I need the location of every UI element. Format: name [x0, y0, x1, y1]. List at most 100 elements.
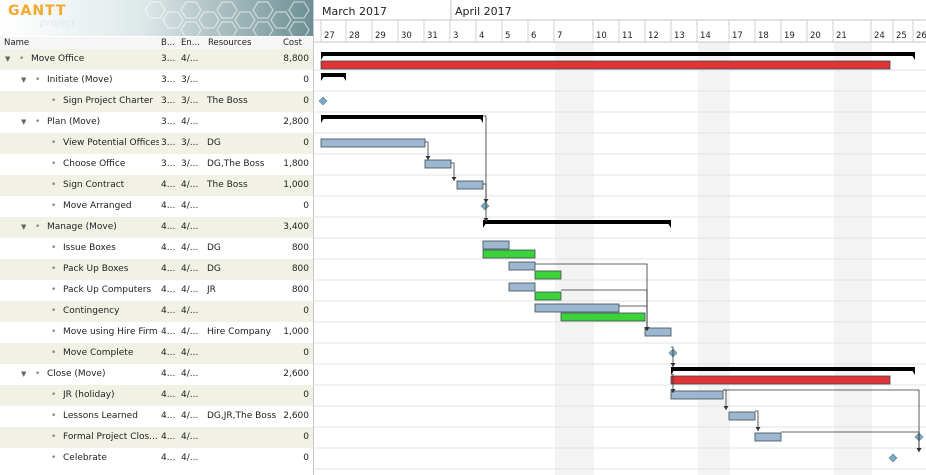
- summary-bar[interactable]: [671, 367, 915, 371]
- task-name[interactable]: View Potential Offices: [63, 138, 159, 148]
- summary-bar[interactable]: [321, 115, 483, 119]
- collapse-toggle-icon[interactable]: ▼: [21, 370, 27, 378]
- day-label: 3: [453, 31, 458, 41]
- task-bullet-icon: •: [51, 306, 57, 316]
- task-name[interactable]: JR (holiday): [63, 390, 115, 400]
- collapse-toggle-icon[interactable]: ▼: [21, 223, 27, 231]
- task-cost: 0: [303, 138, 309, 148]
- task-name[interactable]: Pack Up Computers: [63, 285, 152, 295]
- task-name[interactable]: Move Arranged: [63, 201, 132, 211]
- task-bullet-icon: •: [51, 285, 57, 295]
- task-row[interactable]: • Formal Project Clos... 4... 4/... 0: [0, 427, 313, 448]
- task-name[interactable]: Choose Office: [63, 159, 126, 169]
- critical-bar[interactable]: [320, 60, 891, 70]
- critical-bar[interactable]: [670, 375, 891, 385]
- task-row[interactable]: • Move Arranged 4... 4/... 0: [0, 196, 313, 217]
- day-label: 20: [810, 31, 821, 41]
- day-label: 18: [758, 31, 769, 41]
- task-name[interactable]: Manage (Move): [47, 222, 117, 232]
- task-end: 3/...: [181, 96, 199, 106]
- task-row[interactable]: ▼ • Move Office 3... 4/... 8,800: [0, 49, 313, 70]
- slack-bar[interactable]: [560, 312, 646, 322]
- task-end: 4/...: [181, 432, 199, 442]
- task-row[interactable]: • Pack Up Computers 4... 4/... JR 800: [0, 280, 313, 301]
- task-bar[interactable]: [644, 327, 672, 337]
- task-name[interactable]: Move Complete: [63, 348, 134, 358]
- task-name[interactable]: Move Office: [31, 54, 85, 64]
- milestone-marker[interactable]: [318, 96, 328, 106]
- task-row[interactable]: ▼ • Close (Move) 4... 4/... 2,600: [0, 364, 313, 385]
- slack-bar[interactable]: [534, 270, 562, 280]
- task-bar[interactable]: [754, 432, 782, 442]
- task-row[interactable]: • Celebrate 4... 4/... 0: [0, 448, 313, 469]
- task-name[interactable]: Formal Project Clos...: [63, 432, 158, 442]
- slack-bar[interactable]: [482, 249, 536, 259]
- task-bar[interactable]: [508, 282, 536, 292]
- task-bar[interactable]: [424, 159, 452, 169]
- task-row[interactable]: • Lessons Learned 4... 4/... DG,JR,The Boss 2…: [0, 406, 313, 427]
- task-bar[interactable]: [456, 180, 484, 190]
- day-label: 21: [836, 31, 847, 41]
- task-name[interactable]: Move using Hire Firm: [63, 327, 158, 337]
- task-bar[interactable]: [482, 240, 510, 250]
- summary-bar-cap: [910, 52, 915, 60]
- col-header-resources[interactable]: Resources: [208, 38, 252, 48]
- day-label: 4: [479, 31, 484, 41]
- summary-bar[interactable]: [321, 52, 915, 56]
- task-bar[interactable]: [320, 138, 426, 148]
- task-cost: 0: [303, 390, 309, 400]
- task-bar[interactable]: [670, 390, 724, 400]
- task-name[interactable]: Issue Boxes: [63, 243, 116, 253]
- milestone-marker[interactable]: [888, 453, 898, 463]
- task-end: 3/...: [181, 159, 199, 169]
- task-row[interactable]: • Pack Up Boxes 4... 4/... DG 800: [0, 259, 313, 280]
- task-end: 4/...: [181, 453, 199, 463]
- task-row[interactable]: • Sign Project Charter 3... 3/... The Boss 0: [0, 91, 313, 112]
- dependency-arrow-head: [670, 363, 676, 367]
- task-bullet-icon: •: [35, 117, 41, 127]
- task-row[interactable]: • Move Complete 4... 4/... 0: [0, 343, 313, 364]
- task-row[interactable]: • Contingency 4... 4/... 0: [0, 301, 313, 322]
- col-header-end[interactable]: En...: [181, 38, 200, 48]
- task-bar[interactable]: [728, 411, 756, 421]
- collapse-toggle-icon[interactable]: ▼: [5, 55, 11, 63]
- task-row[interactable]: • Choose Office 3... 3/... DG,The Boss 1,800: [0, 154, 313, 175]
- col-header-name[interactable]: Name: [4, 38, 30, 48]
- task-cost: 2,800: [283, 117, 309, 127]
- task-row[interactable]: • JR (holiday) 4... 4/... 0: [0, 385, 313, 406]
- task-name[interactable]: Initiate (Move): [47, 75, 113, 85]
- collapse-toggle-icon[interactable]: ▼: [21, 76, 27, 84]
- collapse-toggle-icon[interactable]: ▼: [21, 118, 27, 126]
- task-name[interactable]: Sign Project Charter: [63, 96, 154, 106]
- task-cost: 800: [291, 243, 309, 253]
- slack-bar[interactable]: [534, 291, 562, 301]
- task-name[interactable]: Lessons Learned: [63, 411, 138, 421]
- weekend-band: [555, 31, 594, 475]
- summary-bar[interactable]: [483, 220, 671, 224]
- task-bar[interactable]: [534, 303, 620, 313]
- task-name[interactable]: Sign Contract: [63, 180, 125, 190]
- task-resources: The Boss: [207, 96, 248, 106]
- task-row[interactable]: • Issue Boxes 4... 4/... DG 800: [0, 238, 313, 259]
- task-row[interactable]: • Sign Contract 4... 4/... The Boss 1,000: [0, 175, 313, 196]
- task-row[interactable]: ▼ • Initiate (Move) 3... 3/... 0: [0, 70, 313, 91]
- col-header-cost[interactable]: Cost: [283, 38, 302, 48]
- summary-bar[interactable]: [321, 73, 346, 77]
- dependency-arrow-head: [451, 177, 457, 181]
- task-end: 4/...: [181, 348, 199, 358]
- task-name[interactable]: Celebrate: [63, 453, 107, 463]
- task-name[interactable]: Contingency: [63, 306, 120, 316]
- task-row[interactable]: ▼ • Manage (Move) 4... 4/... 3,400: [0, 217, 313, 238]
- task-row[interactable]: ▼ • Plan (Move) 3... 4/... 2,800: [0, 112, 313, 133]
- task-row[interactable]: • View Potential Offices 3... 3/... DG 0: [0, 133, 313, 154]
- task-bar[interactable]: [508, 261, 536, 271]
- task-name[interactable]: Plan (Move): [47, 117, 101, 127]
- milestone-marker[interactable]: [480, 201, 490, 211]
- task-row[interactable]: • Move using Hire Firm 4... 4/... Hire Compa…: [0, 322, 313, 343]
- task-bullet-icon: •: [51, 432, 57, 442]
- task-tree-panel: GANTT project Name B... En... Resources …: [0, 0, 314, 475]
- task-name[interactable]: Close (Move): [47, 369, 106, 379]
- task-name[interactable]: Pack Up Boxes: [63, 264, 129, 274]
- col-header-begin[interactable]: B...: [161, 38, 175, 48]
